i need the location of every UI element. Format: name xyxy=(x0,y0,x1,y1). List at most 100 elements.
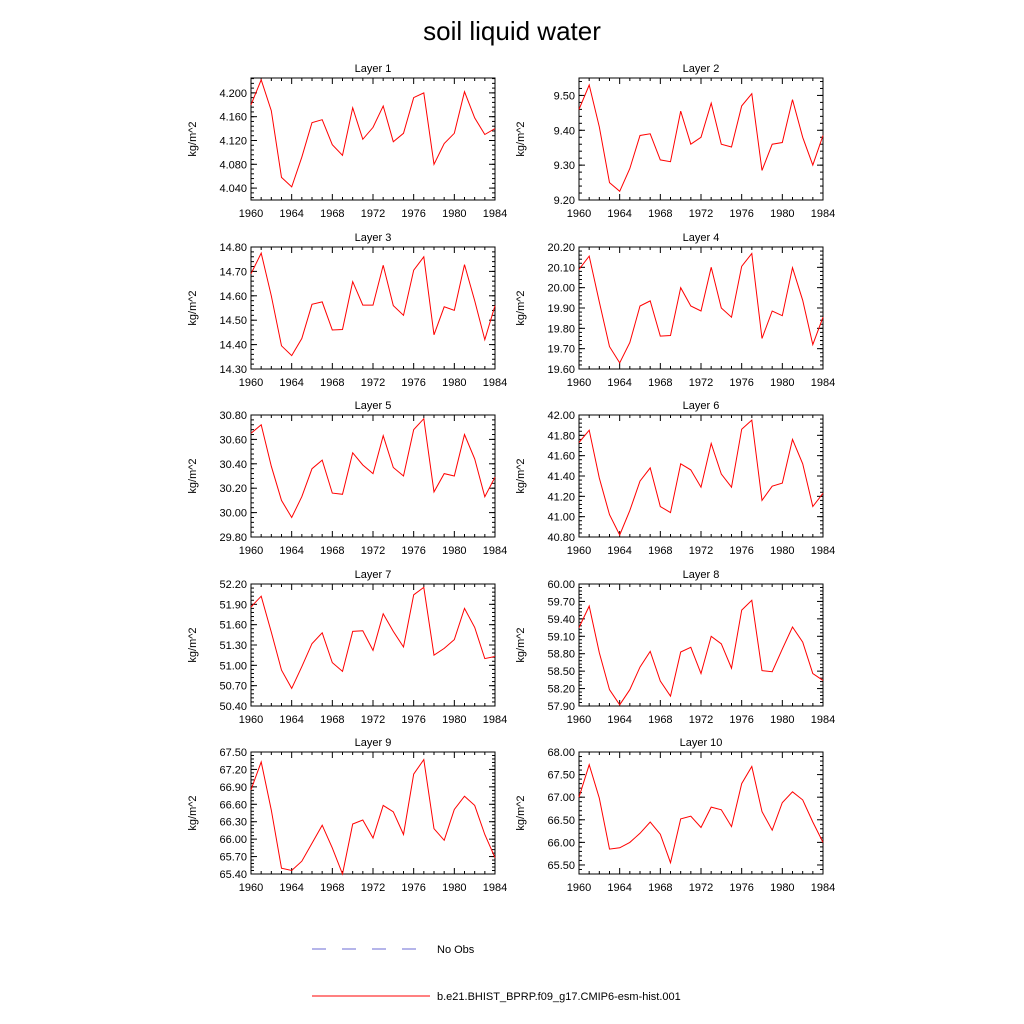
x-tick-label: 1984 xyxy=(483,377,507,389)
panel-title: Layer 3 xyxy=(355,232,392,244)
figure-title: soil liquid water xyxy=(423,16,601,46)
panel-title: Layer 6 xyxy=(683,400,720,412)
y-axis-label: kg/m^2 xyxy=(515,121,527,156)
y-tick-label: 50.40 xyxy=(219,701,247,713)
y-tick-label: 58.80 xyxy=(547,649,575,661)
x-tick-label: 1968 xyxy=(320,377,344,389)
plot-frame xyxy=(250,77,496,201)
panel-title: Layer 1 xyxy=(355,63,392,75)
y-tick-label: 9.30 xyxy=(554,160,575,172)
x-tick-label: 1972 xyxy=(361,208,385,220)
y-tick-label: 14.70 xyxy=(219,266,247,278)
panel-2: Layer 2 kg/m^2 1960 1964 1968 1972 1976 1980 198… xyxy=(515,63,835,220)
y-tick-label: 41.40 xyxy=(547,471,575,483)
x-tick-label: 1984 xyxy=(483,714,507,726)
y-tick-label: 14.60 xyxy=(219,291,247,303)
y-tick-label: 50.70 xyxy=(219,681,247,693)
x-tick-label: 1976 xyxy=(401,714,425,726)
x-tick-label: 1960 xyxy=(239,208,263,220)
y-tick-label: 9.40 xyxy=(554,125,575,137)
y-tick-label: 59.10 xyxy=(547,631,575,643)
panel-6: Layer 6 kg/m^2 1960 1964 1968 1972 1976 1980 198… xyxy=(515,400,835,557)
x-tick-label: 1984 xyxy=(811,208,835,220)
y-axis-label: kg/m^2 xyxy=(187,290,199,325)
y-axis-label: kg/m^2 xyxy=(187,458,199,493)
y-tick-label: 9.20 xyxy=(554,195,575,207)
y-tick-label: 67.00 xyxy=(547,792,575,804)
y-tick-label: 30.00 xyxy=(219,508,247,520)
x-tick-label: 1960 xyxy=(239,377,263,389)
x-tick-label: 1964 xyxy=(279,377,303,389)
series-line xyxy=(578,252,824,364)
x-tick-label: 1968 xyxy=(648,545,672,557)
y-tick-label: 30.20 xyxy=(219,483,247,495)
x-tick-label: 1960 xyxy=(567,714,591,726)
x-tick-label: 1980 xyxy=(770,545,794,557)
series-line xyxy=(250,417,496,519)
x-tick-label: 1960 xyxy=(567,545,591,557)
y-tick-label: 19.80 xyxy=(547,323,575,335)
panel-title: Layer 9 xyxy=(355,737,392,749)
panel-9: Layer 9 kg/m^2 1960 1964 1968 1972 1976 1980 198… xyxy=(187,737,507,894)
y-axis-label: kg/m^2 xyxy=(515,627,527,662)
y-tick-label: 66.30 xyxy=(219,817,247,829)
x-tick-label: 1980 xyxy=(770,714,794,726)
x-tick-label: 1968 xyxy=(648,208,672,220)
y-tick-label: 19.70 xyxy=(547,344,575,356)
series-line xyxy=(250,251,496,357)
plot-frame xyxy=(578,77,824,201)
panel-title: Layer 7 xyxy=(355,569,392,581)
x-tick-label: 1968 xyxy=(648,714,672,726)
y-axis-label: kg/m^2 xyxy=(187,627,199,662)
x-tick-label: 1984 xyxy=(811,714,835,726)
x-tick-label: 1968 xyxy=(320,882,344,894)
y-tick-label: 14.50 xyxy=(219,315,247,327)
y-tick-label: 67.50 xyxy=(219,747,247,759)
x-tick-label: 1968 xyxy=(648,377,672,389)
x-tick-label: 1984 xyxy=(483,545,507,557)
x-tick-label: 1964 xyxy=(607,545,631,557)
x-tick-label: 1976 xyxy=(729,882,753,894)
plot-frame xyxy=(578,751,824,875)
x-tick-label: 1976 xyxy=(401,208,425,220)
y-axis-label: kg/m^2 xyxy=(515,795,527,830)
x-tick-label: 1980 xyxy=(770,377,794,389)
panel-5: Layer 5 kg/m^2 1960 1964 1968 1972 1976 1980 198… xyxy=(187,400,507,557)
x-tick-label: 1964 xyxy=(607,714,631,726)
y-tick-label: 41.20 xyxy=(547,491,575,503)
plot-frame xyxy=(578,246,824,370)
series-line xyxy=(250,758,496,876)
x-tick-label: 1972 xyxy=(689,882,713,894)
series-line xyxy=(578,419,824,537)
y-tick-label: 14.80 xyxy=(219,242,247,254)
x-tick-label: 1972 xyxy=(689,545,713,557)
plot-frame xyxy=(250,751,496,875)
panel-3: Layer 3 kg/m^2 1960 1964 1968 1972 1976 1980 198… xyxy=(187,232,507,389)
y-tick-label: 59.70 xyxy=(547,596,575,608)
y-axis-label: kg/m^2 xyxy=(515,458,527,493)
x-tick-label: 1964 xyxy=(607,882,631,894)
x-tick-label: 1972 xyxy=(361,545,385,557)
x-tick-label: 1984 xyxy=(811,377,835,389)
y-tick-label: 20.20 xyxy=(547,242,575,254)
y-tick-label: 66.90 xyxy=(219,782,247,794)
plot-frame xyxy=(578,414,824,538)
y-tick-label: 60.00 xyxy=(547,579,575,591)
plot-frame xyxy=(250,414,496,538)
series-line xyxy=(578,83,824,193)
y-tick-label: 68.00 xyxy=(547,747,575,759)
y-tick-label: 51.00 xyxy=(219,660,247,672)
x-tick-label: 1968 xyxy=(320,714,344,726)
x-tick-label: 1960 xyxy=(239,714,263,726)
x-tick-label: 1960 xyxy=(567,882,591,894)
y-tick-label: 4.200 xyxy=(219,88,247,100)
x-tick-label: 1972 xyxy=(361,882,385,894)
x-tick-label: 1972 xyxy=(361,714,385,726)
x-tick-label: 1976 xyxy=(729,545,753,557)
y-tick-label: 19.60 xyxy=(547,364,575,376)
y-tick-label: 30.40 xyxy=(219,459,247,471)
y-tick-label: 59.40 xyxy=(547,614,575,626)
y-tick-label: 51.30 xyxy=(219,640,247,652)
y-tick-label: 4.080 xyxy=(219,159,247,171)
